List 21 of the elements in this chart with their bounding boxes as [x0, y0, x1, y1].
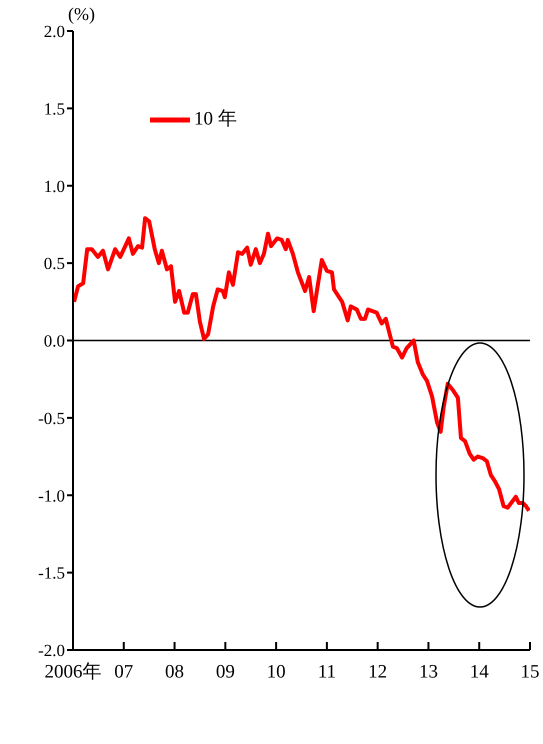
x-tick-label: 07	[114, 661, 134, 682]
y-tick-label: 1.5	[44, 99, 65, 118]
x-tick-label: 15	[520, 661, 540, 682]
x-tick-label: 12	[368, 661, 388, 682]
x-tick-label: 13	[418, 661, 438, 682]
y-tick-label: 0.0	[44, 332, 65, 351]
x-tick-label: 10	[266, 661, 286, 682]
y-tick-label: -1.5	[38, 564, 65, 583]
x-tick-label: 08	[165, 661, 184, 682]
y-axis-title: (%)	[68, 4, 95, 25]
y-tick-label: -2.0	[38, 641, 65, 660]
y-tick-label: -1.0	[38, 486, 65, 506]
x-tick-label: 11	[318, 661, 336, 682]
y-tick-label: -0.5	[38, 408, 65, 428]
x-tick-label: 09	[216, 661, 235, 682]
x-tick-label: 14	[470, 661, 490, 682]
y-tick-label: 0.5	[44, 254, 65, 274]
x-tick-label: 2006年	[44, 661, 102, 682]
legend-label: 10 年	[194, 108, 237, 130]
y-tick-label: 2.0	[44, 22, 65, 42]
y-tick-label: 1.0	[44, 176, 65, 196]
